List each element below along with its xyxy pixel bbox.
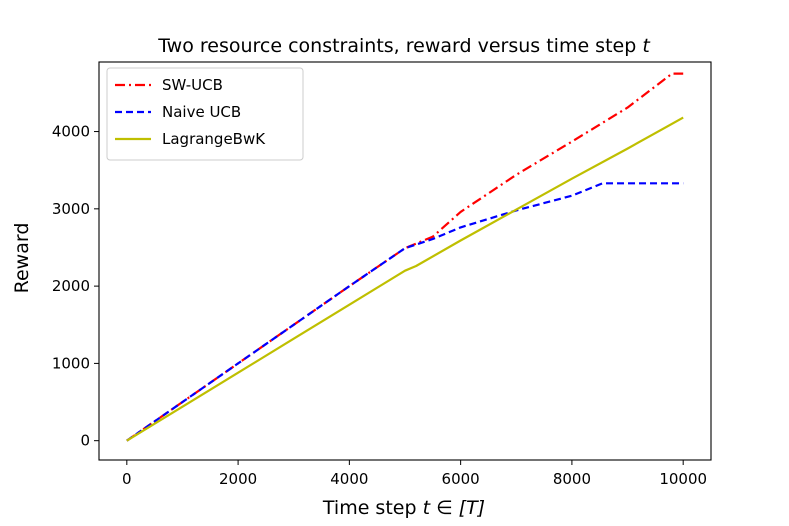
legend-box [106, 67, 304, 161]
x-tick-label: 6000 [442, 470, 480, 488]
x-axis-ticks: 0 2000 4000 6000 8000 10000 [122, 460, 707, 488]
x-tick-label: 0 [122, 470, 132, 488]
y-tick-label: 1000 [52, 354, 90, 372]
y-tick-label: 3000 [52, 200, 90, 218]
legend: SW-UCB Naive UCB LagrangeBwK [106, 67, 304, 161]
legend-label-sw-ucb: SW-UCB [162, 76, 223, 94]
x-tick-label: 2000 [219, 470, 257, 488]
series-line-naive-ucb [126, 182, 684, 442]
y-tick-label: 4000 [52, 123, 90, 141]
y-axis-label: Reward [11, 223, 33, 294]
y-tick-label: 0 [80, 432, 90, 450]
x-tick-label: 4000 [330, 470, 368, 488]
legend-label-lagrangebwk: LagrangeBwK [162, 130, 266, 148]
plot-frame [98, 61, 712, 461]
chart-title: Two resource constraints, reward versus … [157, 35, 651, 57]
series-line-lagrangebwk [126, 116, 684, 442]
y-tick-label: 2000 [52, 277, 90, 295]
x-axis-label: Time step t ∈ [T] [322, 497, 485, 519]
legend-label-naive-ucb: Naive UCB [162, 103, 241, 121]
x-tick-label: 8000 [553, 470, 591, 488]
y-axis-ticks: 0 1000 2000 3000 4000 [52, 123, 99, 450]
x-tick-label: 10000 [659, 470, 707, 488]
plot-area [126, 72, 684, 442]
